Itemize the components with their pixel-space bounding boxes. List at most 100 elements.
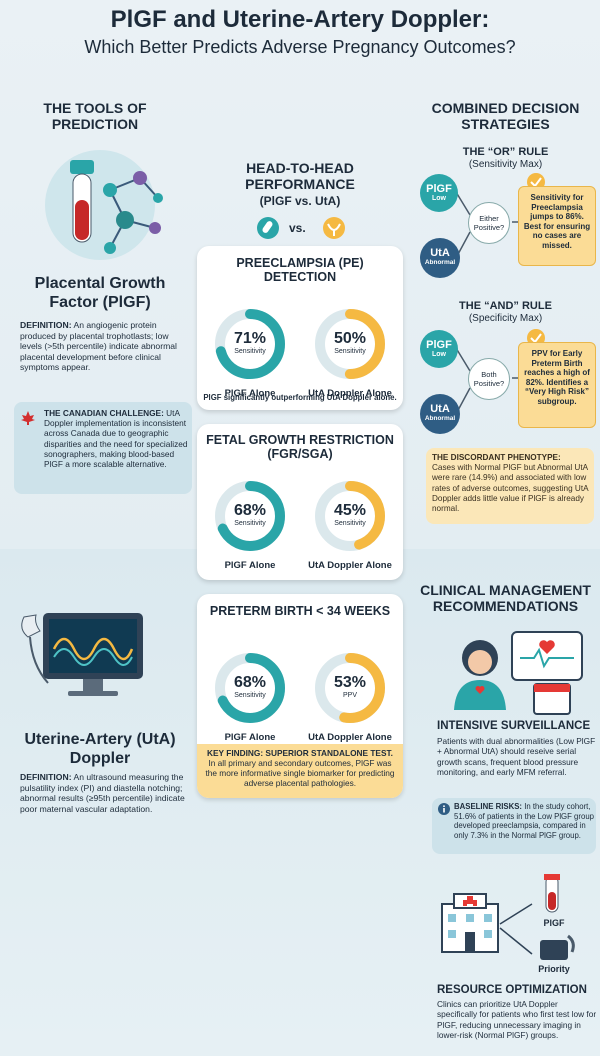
section-subheading: (PlGF vs. UtA) <box>259 194 341 208</box>
donut <box>315 481 385 551</box>
atoms-part <box>149 222 161 234</box>
rec-text: Patients with dual abnormalities (Low Pl… <box>437 736 596 777</box>
card <box>197 594 403 798</box>
key-finding-text: In all primary and secondary outcomes, P… <box>205 758 395 788</box>
donut-label: 68% <box>233 502 267 519</box>
donut-metric: Sensitivity <box>234 520 266 527</box>
atoms-part <box>153 193 163 203</box>
callout-box <box>426 448 594 524</box>
atoms-part <box>104 242 116 254</box>
icon-label: PlGF <box>543 918 565 928</box>
donut-label: 71% <box>233 330 267 347</box>
section-heading: THE TOOLS OF PREDICTION <box>43 100 147 132</box>
node: PlGF Low <box>420 330 458 368</box>
result-box: PPV for Early Preterm Birth reaches a hi… <box>518 342 596 428</box>
donut-label: 50% <box>333 330 367 347</box>
donut-arc <box>315 309 385 379</box>
donut-arc <box>315 653 385 723</box>
callout: BASELINE RISKS: In the study cohort, 51.… <box>454 802 594 840</box>
cross <box>463 896 477 906</box>
tube-cap <box>544 874 560 880</box>
callout: THE CANADIAN CHALLENGE: UtA Doppler impl… <box>44 408 188 469</box>
callout-label: BASELINE RISKS: <box>454 802 523 811</box>
waveform <box>53 648 133 666</box>
donut-label: 45% <box>333 502 367 519</box>
body <box>454 680 506 710</box>
donut <box>215 481 285 551</box>
blood <box>548 892 556 910</box>
donut-metric: Sensitivity <box>334 520 366 527</box>
donut-name: UtA Doppler Alone <box>308 732 392 743</box>
vs: vs. <box>289 221 306 235</box>
rec-title: INTENSIVE SURVEILLANCE <box>437 720 591 732</box>
stand-base <box>68 691 118 696</box>
key-finding-label: KEY FINDING: SUPERIOR STANDALONE TEST. <box>207 748 393 758</box>
node-sub: Abnormal <box>424 259 456 266</box>
atoms-part <box>133 171 147 185</box>
donut-metric: Sensitivity <box>234 348 266 355</box>
node: UtA Abnormal <box>420 238 460 278</box>
callout-text: In the study cohort, 51.6% of patients i… <box>454 802 594 840</box>
windows-part <box>484 930 492 938</box>
key-finding-bg <box>197 744 403 798</box>
node-label: PlGF <box>426 183 452 195</box>
probe <box>21 614 41 638</box>
node: UtA Abnormal <box>420 394 460 434</box>
card-title: FETAL GROWTH RESTRICTION (FGR/SGA) <box>206 433 394 461</box>
tool-name: Placental Growth Factor (PlGF) <box>34 275 166 311</box>
section-heading: CLINICAL MANAGEMENT RECOMMENDATIONS <box>420 582 591 614</box>
callout: THE DISCORDANT PHENOTYPE: Cases with Norm… <box>432 453 590 514</box>
donut-name: UtA Doppler Alone <box>308 560 392 571</box>
donut-metric: Sensitivity <box>334 348 366 355</box>
donut-arc <box>215 481 285 551</box>
section-heading: HEAD-TO-HEAD PERFORMANCE <box>245 160 355 192</box>
windows-part <box>466 914 474 922</box>
stand <box>83 679 103 691</box>
atoms-part <box>116 211 134 229</box>
rule-subtitle: (Sensitivity Max) <box>468 159 543 170</box>
windows-part <box>484 914 492 922</box>
decision: Either Positive? <box>468 202 510 244</box>
callout-label: THE DISCORDANT PHENOTYPE: <box>432 453 561 462</box>
card-title: PREECLAMPSIA (PE) DETECTION <box>236 256 364 284</box>
callout-box <box>432 798 596 854</box>
node-label: PlGF <box>426 339 452 351</box>
donut-name: PlGF Alone <box>224 732 276 743</box>
section-heading: COMBINED DECISION STRATEGIES <box>431 100 580 132</box>
card <box>197 424 403 580</box>
node: PlGF Low <box>420 174 458 212</box>
calendar-top <box>534 684 570 692</box>
info-icon-part <box>443 808 445 813</box>
plgf-icon <box>45 150 163 260</box>
key-finding: KEY FINDING: SUPERIOR STANDALONE TEST. In… <box>203 748 397 788</box>
monitor <box>511 631 583 681</box>
door <box>465 932 475 952</box>
waveform <box>52 637 134 661</box>
definition-label: DEFINITION: <box>20 320 72 330</box>
title: PlGF and Uterine-Artery Doppler: <box>110 6 490 33</box>
rec-text: Clinics can prioritize UtA Doppler speci… <box>437 999 597 1040</box>
icon-bg <box>45 150 155 260</box>
donut <box>215 309 285 379</box>
donut-arc <box>215 653 285 723</box>
probe <box>567 934 575 953</box>
node-sub: Low <box>432 195 446 202</box>
ecg <box>520 647 574 669</box>
uterus <box>327 223 341 236</box>
vs-icons <box>257 217 345 239</box>
rule-title: THE “OR” RULE <box>462 146 549 158</box>
heart <box>539 640 555 654</box>
donut-metric: PPV <box>342 692 357 699</box>
callout-label: THE CANADIAN CHALLENGE: <box>44 408 164 418</box>
uta-badge <box>323 217 345 239</box>
windows <box>448 914 492 938</box>
donut <box>215 653 285 723</box>
donut-metric: Sensitivity <box>234 692 266 699</box>
maple-leaf <box>21 411 35 425</box>
rule-title: THE “AND” RULE <box>459 300 552 312</box>
card-note: PlGF significantly outperforming UtA Dop… <box>203 393 397 402</box>
tube <box>262 221 273 233</box>
decision: Both Positive? <box>468 358 510 400</box>
